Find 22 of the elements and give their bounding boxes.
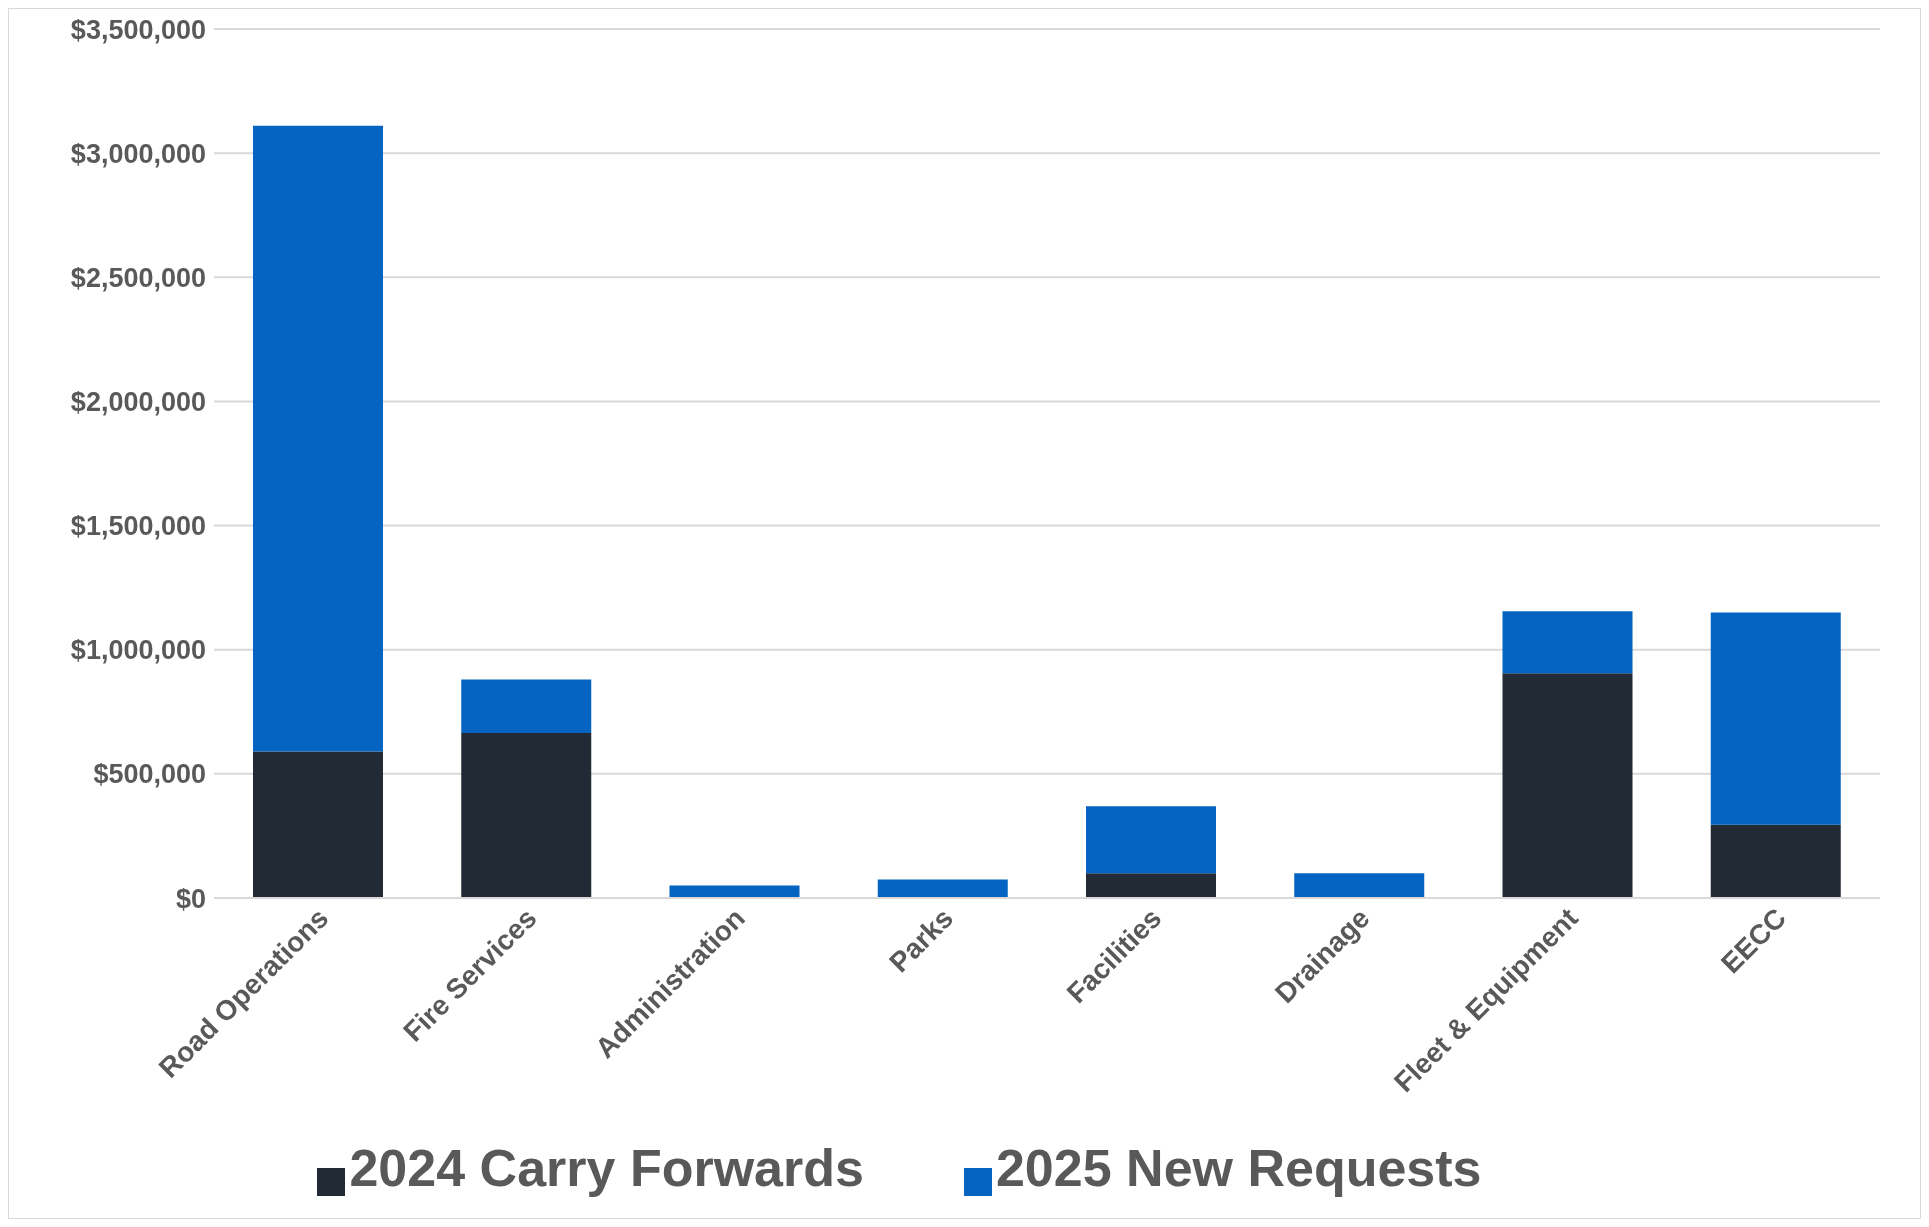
bar bbox=[1502, 611, 1633, 674]
y-tick-label: $1,500,000 bbox=[70, 511, 206, 542]
bar bbox=[253, 751, 383, 898]
y-tick-label: $3,500,000 bbox=[70, 14, 206, 45]
bar bbox=[1710, 612, 1841, 825]
y-tick-label: $0 bbox=[175, 883, 206, 914]
bar bbox=[461, 679, 592, 733]
bar bbox=[877, 879, 1008, 898]
y-tick-label: $2,500,000 bbox=[70, 262, 206, 293]
bar bbox=[1502, 673, 1633, 898]
bar bbox=[253, 125, 383, 752]
bar bbox=[1086, 806, 1216, 874]
y-tick-label: $2,000,000 bbox=[70, 387, 206, 418]
bar bbox=[1086, 873, 1216, 898]
y-tick-label: $500,000 bbox=[93, 759, 206, 790]
y-tick-label: $1,000,000 bbox=[70, 635, 206, 666]
legend-label: 2024 Carry Forwards bbox=[349, 1139, 864, 1197]
legend-label: 2025 New Requests bbox=[995, 1139, 1482, 1197]
bar bbox=[461, 732, 592, 898]
y-tick-label: $3,000,000 bbox=[70, 138, 206, 169]
bar bbox=[1710, 824, 1841, 898]
bar bbox=[1294, 873, 1425, 898]
